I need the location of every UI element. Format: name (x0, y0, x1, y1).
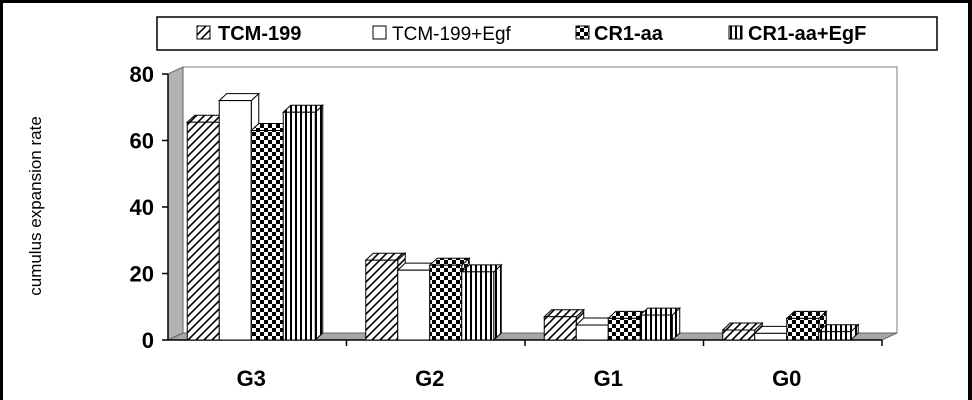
bar-cr1-aa-g0-top (785, 310, 828, 319)
legend-item-tcm-199-egf: TCM-199+Egf (372, 24, 512, 45)
bar-cr1-aa-egf-g2 (461, 271, 495, 341)
legend-swatch-cr1-aa-egf (728, 25, 743, 40)
x-tick-label-g1: G1 (594, 366, 623, 391)
bar-tcm-199-g0-top (721, 322, 764, 331)
legend-swatch-cr1-aa (575, 25, 590, 40)
bar-tcm-199-g3 (186, 121, 220, 341)
bar-cr1-aa-g1 (607, 317, 641, 341)
bar-tcm-199-g1 (543, 316, 577, 341)
legend-item-cr1-aa: CR1-aa (575, 23, 664, 45)
bar-cr1-aa-egf-g2-top (460, 264, 503, 273)
x-tick-label-g2: G2 (415, 366, 444, 391)
bar-tcm-199-g0 (722, 329, 756, 341)
legend-item-cr1-aa-egf: CR1-aa+EgF (728, 23, 866, 45)
bar-cr1-aa-egf-g1 (639, 314, 673, 341)
bar-tcm-199-egf-g3 (218, 100, 252, 341)
y-axis-title: cumulus expansion rate (26, 116, 45, 296)
legend: TCM-199 TCM-199+Egf CR1-aa CR1-aa+EgF (156, 16, 938, 51)
plot-area: 0 20 40 60 80 G3 G2 G1 G0 (130, 62, 898, 391)
legend-label-cr1-aa: CR1-aa (594, 23, 664, 45)
legend-label-cr1-aa-egf: CR1-aa+EgF (748, 23, 866, 45)
bar-cr1-aa-g2-top (428, 257, 471, 266)
bar-cr1-aa-egf-g0 (818, 331, 852, 341)
legend-swatch-tcm-199 (196, 25, 211, 40)
y-tick-label: 40 (130, 195, 154, 220)
bar-cr1-aa-egf-g1-top (638, 307, 682, 316)
legend-box (156, 16, 938, 51)
y-tick-label: 80 (130, 62, 154, 87)
legend-item-tcm-199: TCM-199 (196, 23, 301, 45)
bar-cr1-aa-egf-g3 (282, 111, 316, 341)
bar-cr1-aa-g2 (429, 264, 463, 341)
legend-label-tcm-199: TCM-199 (218, 23, 301, 45)
bar-tcm-199-egf-g2 (397, 269, 431, 341)
side-wall (167, 66, 184, 341)
bar-cr1-aa-egf-g3-top (281, 104, 325, 113)
bar-cr1-aa-g3 (250, 130, 284, 341)
legend-label-tcm-199-egf: TCM-199+Egf (392, 24, 512, 45)
bar-tcm-199-g1-top (542, 309, 586, 318)
y-tick-label: 60 (130, 129, 154, 154)
y-tick-label: 20 (130, 262, 154, 287)
bar-tcm-199-g2-top (364, 252, 407, 261)
bar-cr1-aa-g0 (786, 317, 820, 341)
bar-cr1-aa-egf-g0-top (817, 324, 860, 333)
legend-swatch-tcm-199-egf (372, 25, 387, 40)
bar-cr1-aa-egf-g3-side (314, 104, 324, 342)
bar-tcm-199-g2 (365, 259, 399, 341)
x-tick-label-g0: G0 (772, 366, 801, 391)
x-tick-label-g3: G3 (237, 366, 266, 391)
bar-tcm-199-egf-g1 (575, 324, 609, 341)
y-tick-label: 0 (142, 328, 154, 353)
bar-tcm-199-egf-g3-top (217, 93, 261, 102)
bar-cr1-aa-egf-g2-side (493, 263, 502, 342)
bar-tcm-199-egf-g0 (754, 332, 788, 341)
